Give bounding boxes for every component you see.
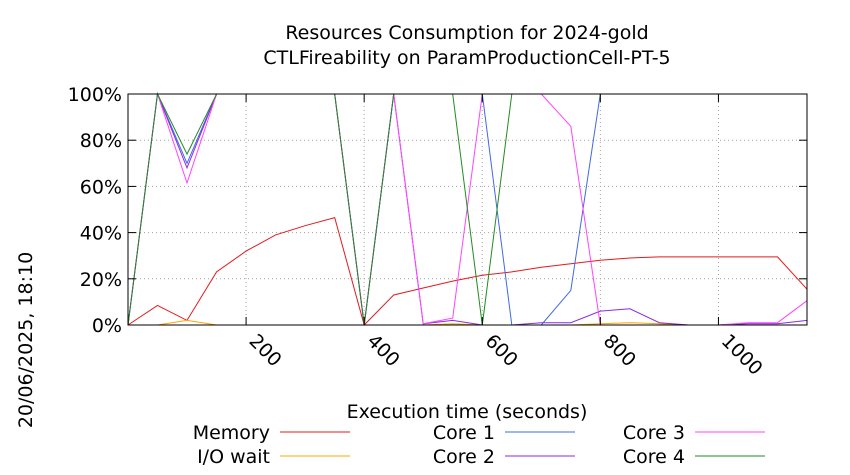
chart-subtitle: CTLFireability on ParamProductionCell-PT…: [263, 47, 670, 69]
plot-frame: [127, 93, 808, 326]
y-tick-label: 60%: [80, 176, 122, 198]
series-line-1: [127, 216, 808, 326]
y-tick-label: 20%: [80, 269, 122, 291]
chart-title: Resources Consumption for 2024-gold: [285, 22, 648, 44]
x-axis-label: Execution time (seconds): [347, 401, 588, 423]
y-axis: 0% 20% 40% 60% 80% 100%: [68, 84, 807, 337]
y-tick-label: 100%: [68, 84, 122, 106]
series-line-6: [127, 92, 807, 326]
y-tick-label: 40%: [80, 223, 122, 245]
x-tick-label: 400: [363, 330, 404, 371]
x-tick-label: 600: [481, 330, 522, 371]
y-tick-label: 80%: [80, 130, 122, 152]
legend-label: Core 4: [623, 446, 685, 468]
legend-label: Core 3: [623, 422, 685, 444]
x-tick-label: 200: [245, 330, 286, 371]
series-lines: [127, 92, 808, 326]
legend-label: I/O wait: [197, 446, 270, 468]
y-tick-label: 0%: [92, 315, 122, 337]
legend-label: Core 2: [433, 446, 495, 468]
timestamp-label: 20/06/2025, 18:10: [15, 252, 37, 428]
x-axis: 200 400 600 800 1000: [245, 94, 767, 380]
x-tick-label: 1000: [717, 330, 767, 380]
x-tick-label: 800: [599, 330, 640, 371]
legend-label: Memory: [193, 422, 270, 444]
legend-label: Core 1: [433, 422, 495, 444]
grid-lines: [128, 94, 807, 325]
